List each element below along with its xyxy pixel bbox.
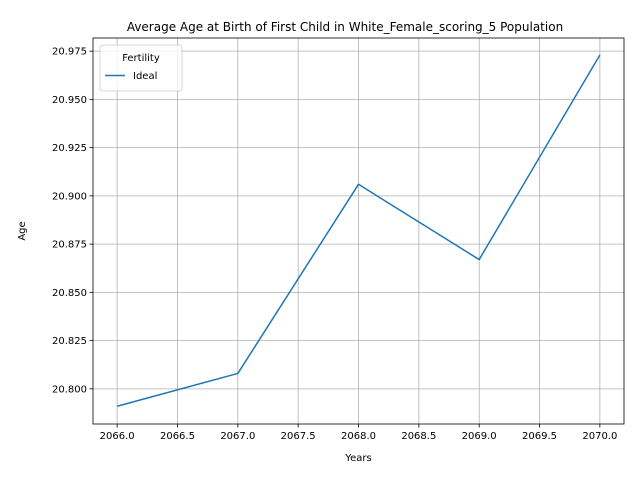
y-axis-label: Age <box>17 221 28 240</box>
y-tick-label: 20.950 <box>52 95 87 106</box>
legend-entry-label: Ideal <box>133 71 157 82</box>
y-tick-label: 20.925 <box>52 143 87 154</box>
y-tick-label: 20.875 <box>52 240 87 251</box>
x-tick-label: 2066.0 <box>100 431 135 442</box>
legend: Fertility Ideal <box>99 44 183 92</box>
x-tick-label: 2066.5 <box>160 431 195 442</box>
y-tick-label: 20.975 <box>52 47 87 58</box>
plot-lines <box>116 54 601 407</box>
legend-title: Fertility <box>122 53 160 64</box>
x-tick-label: 2069.0 <box>462 431 497 442</box>
grid <box>93 38 624 424</box>
x-tick-label: 2068.0 <box>341 431 376 442</box>
x-axis: 2066.0 2066.5 2067.0 2067.5 2068.0 2068.5 2069… <box>100 424 617 442</box>
x-axis-label: Years <box>344 453 371 464</box>
x-tick-label: 2067.0 <box>220 431 255 442</box>
y-axis: 20.800 20.825 20.850 20.875 20.900 20.925 20.9… <box>52 47 93 395</box>
series-line-ideal <box>116 54 601 407</box>
x-tick-label: 2070.0 <box>582 431 617 442</box>
x-tick-label: 2067.5 <box>281 431 316 442</box>
chart-title: Average Age at Birth of First Child in W… <box>127 20 563 34</box>
y-tick-label: 20.900 <box>52 191 87 202</box>
x-tick-label: 2069.5 <box>522 431 557 442</box>
y-tick-label: 20.825 <box>52 336 87 347</box>
x-tick-label: 2068.5 <box>401 431 436 442</box>
y-tick-label: 20.850 <box>52 288 87 299</box>
y-tick-label: 20.800 <box>52 384 87 395</box>
legend-box <box>99 44 183 92</box>
